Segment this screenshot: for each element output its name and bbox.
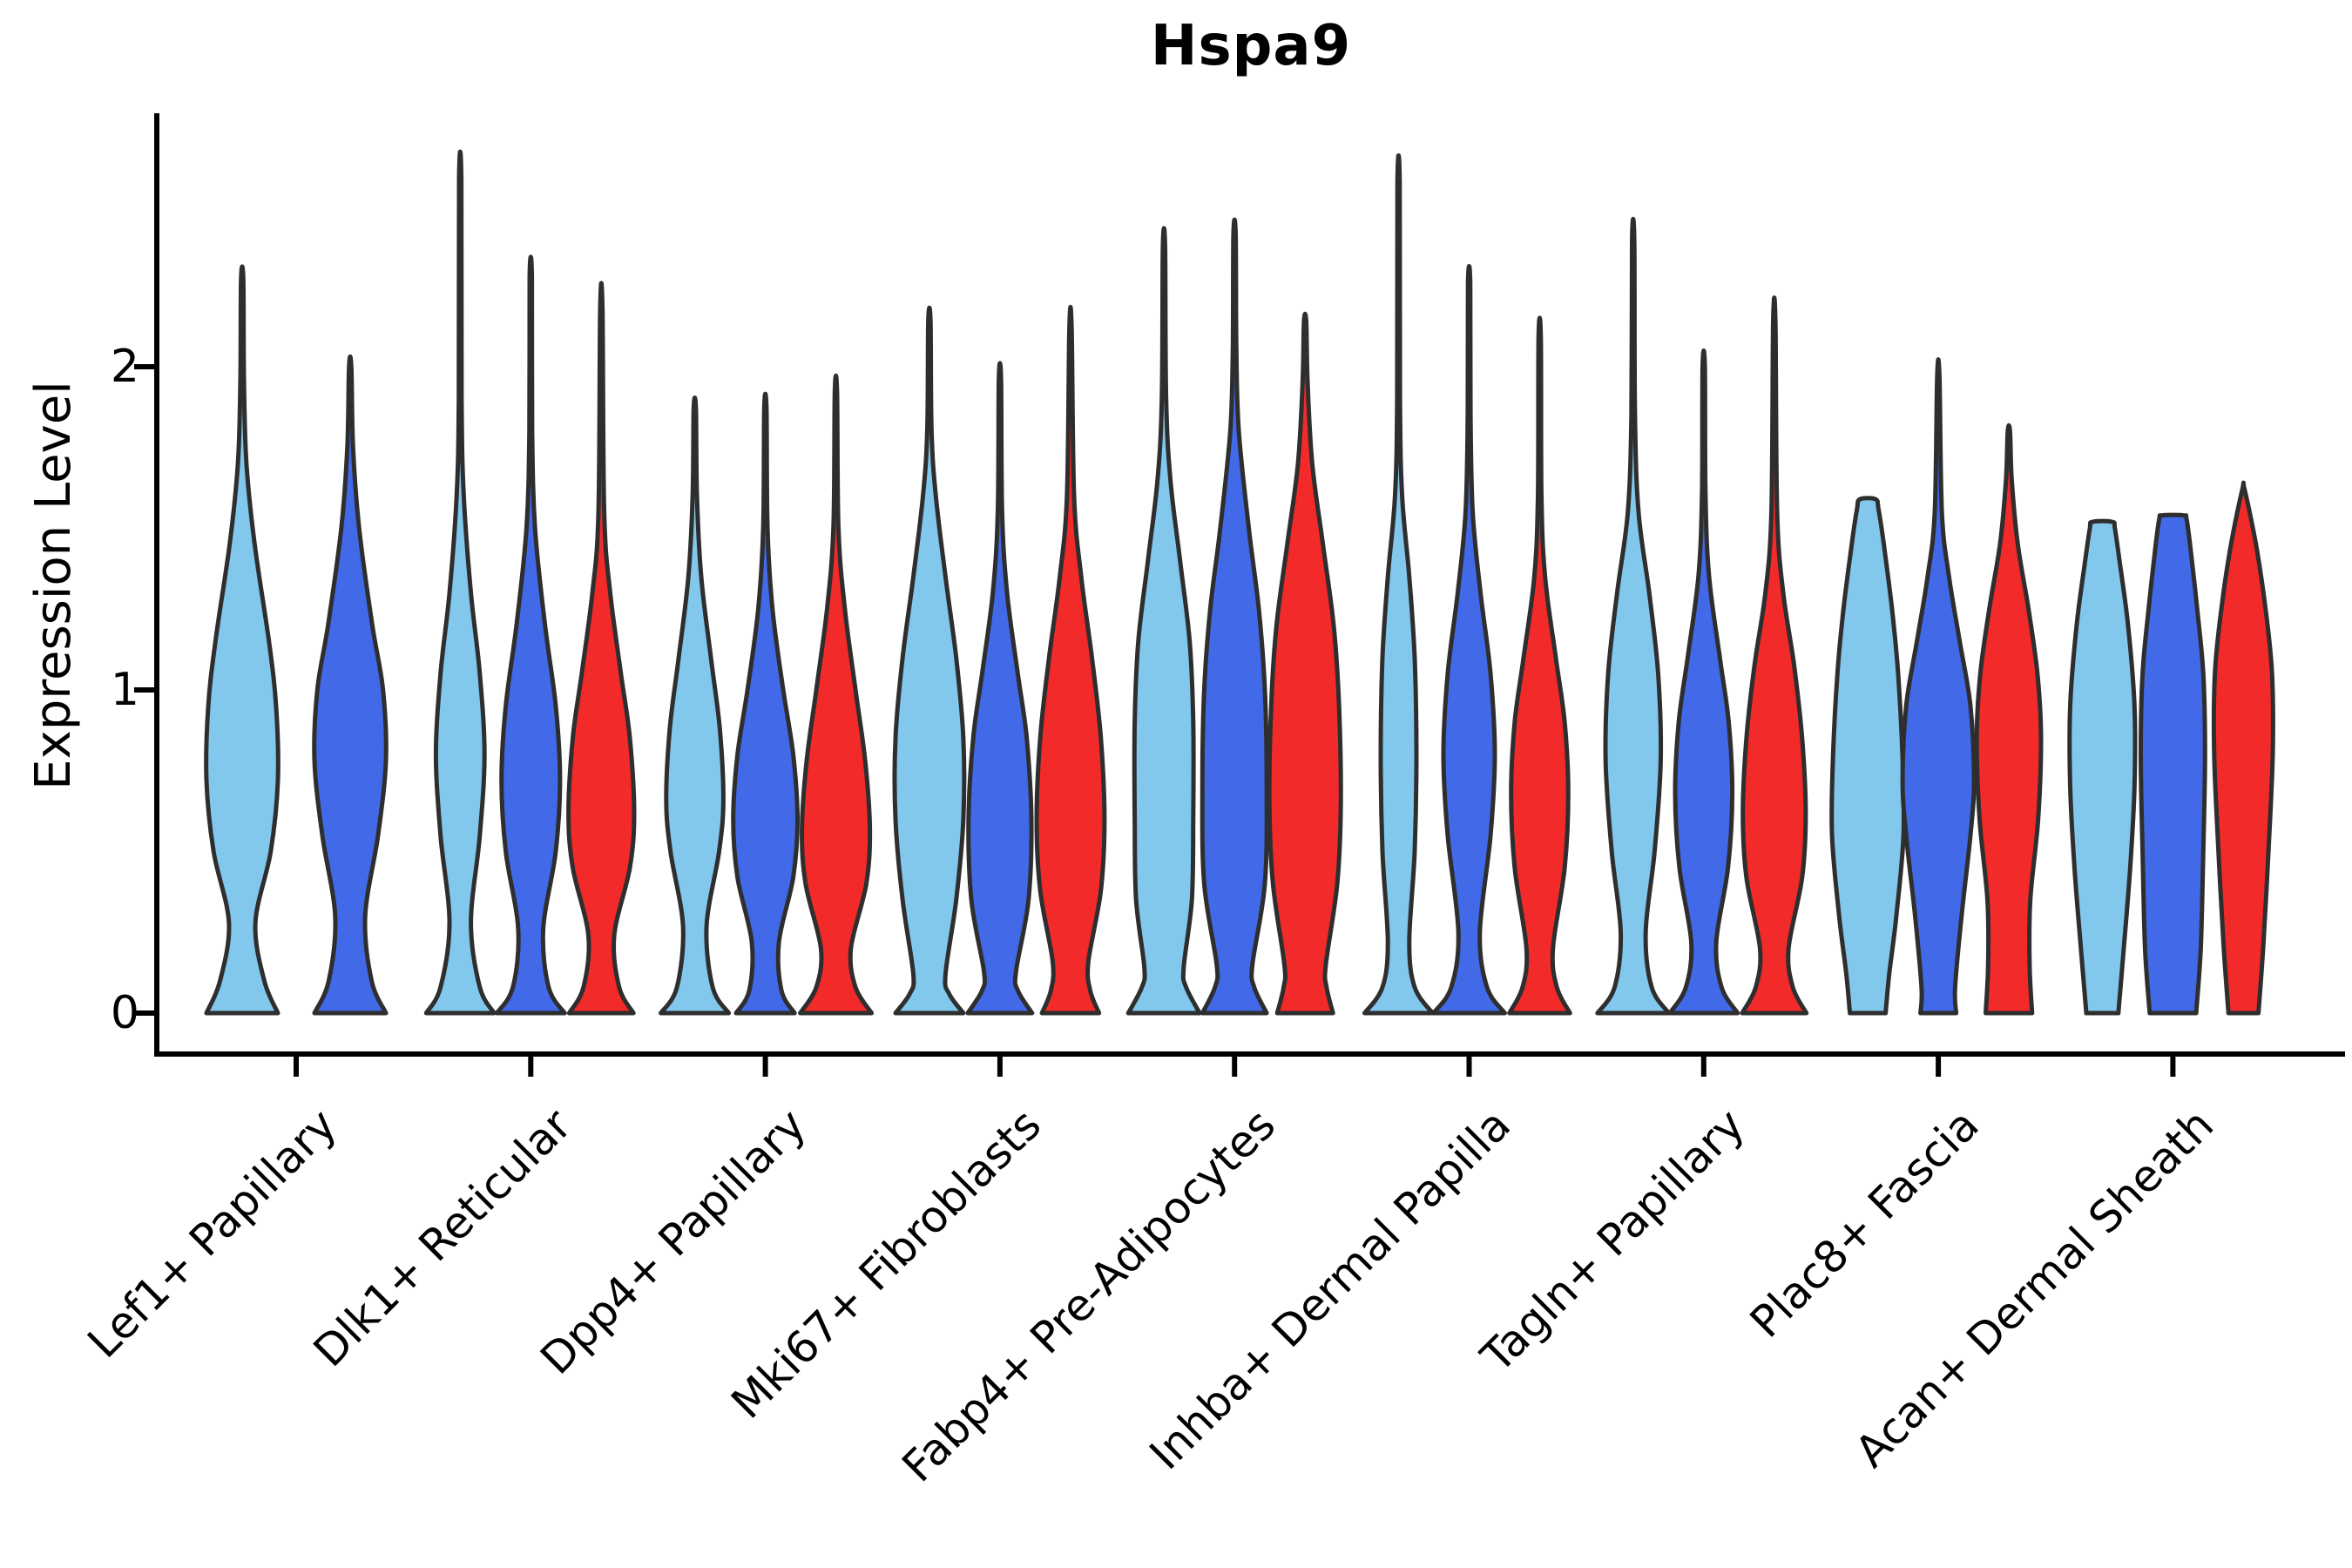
violin-dlk1-reticular-red bbox=[566, 280, 637, 1016]
violin-lef1-papillary-dark-blue bbox=[312, 354, 389, 1016]
violin-acan-dermal-sheath-dark-blue bbox=[2139, 512, 2207, 1016]
violin-tagln-papillary-light-blue bbox=[1595, 217, 1672, 1016]
violin-dpp4-papillary-red bbox=[798, 373, 875, 1016]
violin-dlk1-reticular-dark-blue bbox=[494, 254, 567, 1016]
y-tick-label: 0 bbox=[110, 987, 139, 1039]
axis-spines bbox=[154, 113, 2345, 1057]
violin-mki67-fibroblasts-light-blue bbox=[892, 305, 967, 1016]
violin-acan-dermal-sheath-light-blue bbox=[2067, 518, 2138, 1016]
violin-fabp4-pre-adipocytes-red bbox=[1267, 311, 1343, 1016]
violin-fabp4-pre-adipocytes-dark-blue bbox=[1200, 217, 1269, 1016]
violin-plac8-fascia-light-blue bbox=[1829, 496, 1907, 1016]
chart-title: Hspa9 bbox=[1150, 14, 1352, 78]
violin-dlk1-reticular-light-blue bbox=[423, 149, 497, 1016]
y-tick-label: 2 bbox=[110, 341, 139, 393]
violin-inhba-dermal-papilla-dark-blue bbox=[1431, 264, 1507, 1016]
violin-dpp4-papillary-light-blue bbox=[659, 395, 732, 1016]
violin-mki67-fibroblasts-red bbox=[1034, 305, 1107, 1016]
violin-inhba-dermal-papilla-red bbox=[1507, 315, 1572, 1016]
violin-inhba-dermal-papilla-light-blue bbox=[1362, 152, 1435, 1016]
violin-mki67-fibroblasts-dark-blue bbox=[965, 361, 1035, 1016]
violin-dpp4-papillary-dark-blue bbox=[731, 391, 800, 1016]
violin-lef1-papillary-light-blue bbox=[204, 264, 280, 1016]
violin-tagln-papillary-red bbox=[1740, 295, 1809, 1016]
violin-plac8-fascia-red bbox=[1974, 422, 2044, 1016]
violin-plac8-fascia-dark-blue bbox=[1900, 357, 1977, 1016]
y-tick-label: 1 bbox=[110, 664, 139, 716]
violin-tagln-papillary-dark-blue bbox=[1667, 348, 1740, 1016]
violin-acan-dermal-sheath-red bbox=[2211, 480, 2275, 1016]
violin-fabp4-pre-adipocytes-light-blue bbox=[1125, 226, 1202, 1016]
